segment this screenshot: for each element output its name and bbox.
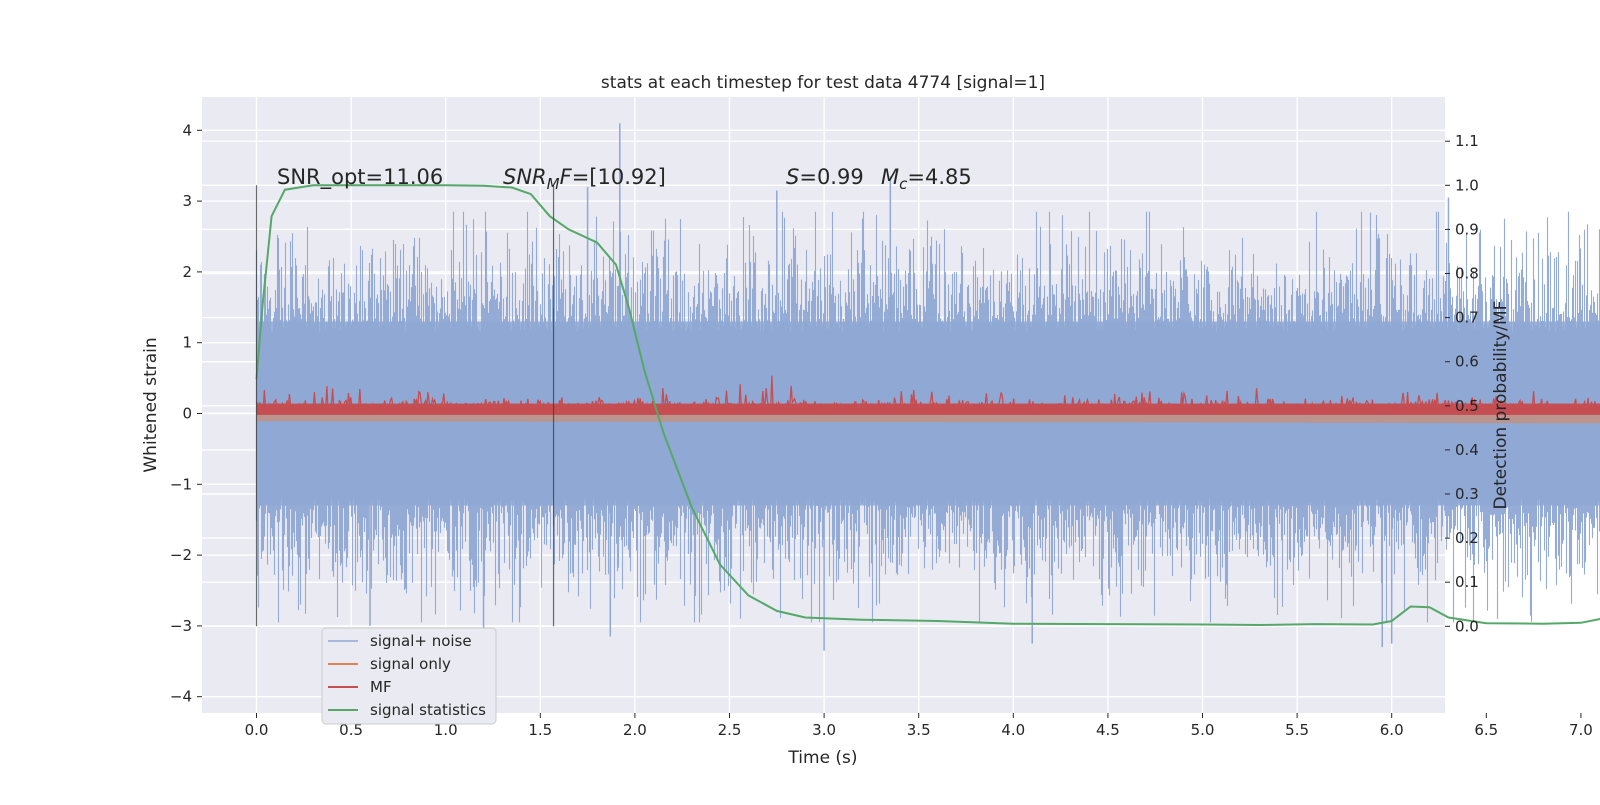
snr-opt-annotation: SNR_opt=11.06 bbox=[277, 165, 443, 190]
x-tick-label: 4.5 bbox=[1096, 721, 1120, 739]
y2-tick-label: 0.9 bbox=[1455, 220, 1479, 238]
snr-mf-f: F bbox=[560, 165, 573, 189]
y2-tick-label: 0.3 bbox=[1455, 485, 1479, 503]
y2-tick-label: 0.8 bbox=[1455, 265, 1479, 283]
y-tick-label: −4 bbox=[170, 688, 192, 706]
y2-tick-label: 0.1 bbox=[1455, 573, 1479, 591]
y-tick-label: 2 bbox=[182, 263, 192, 281]
x-tick-label: 6.5 bbox=[1474, 721, 1498, 739]
x-tick-label: 7.0 bbox=[1569, 721, 1593, 739]
y-tick-label: 1 bbox=[182, 334, 192, 352]
y-axis-label: Whitened strain bbox=[141, 337, 161, 472]
legend-label: MF bbox=[370, 678, 392, 696]
y-tick-label: −2 bbox=[170, 546, 192, 564]
y-tick-label: −1 bbox=[170, 475, 192, 493]
y2-tick-label: 1.1 bbox=[1455, 132, 1479, 150]
x-tick-label: 5.5 bbox=[1285, 721, 1309, 739]
y2-tick-label: 0.7 bbox=[1455, 309, 1479, 327]
y2-tick-label: 0.6 bbox=[1455, 353, 1479, 371]
legend-label: signal+ noise bbox=[370, 632, 472, 650]
y-tick-label: −3 bbox=[170, 617, 192, 635]
y2-tick-label: 0.4 bbox=[1455, 441, 1479, 459]
mc-symbol: M bbox=[881, 165, 899, 189]
x-tick-label: 6.0 bbox=[1380, 721, 1404, 739]
y2-tick-label: 0.0 bbox=[1455, 617, 1479, 635]
x-tick-label: 0.0 bbox=[245, 721, 269, 739]
x-tick-label: 5.0 bbox=[1191, 721, 1215, 739]
x-tick-label: 1.5 bbox=[528, 721, 552, 739]
chart-title: stats at each timestep for test data 477… bbox=[601, 73, 1045, 93]
y-tick-label: 3 bbox=[182, 192, 192, 210]
legend-label: signal statistics bbox=[370, 701, 486, 719]
mc-annotation: Mc=4.85 bbox=[881, 165, 972, 193]
x-tick-label: 3.0 bbox=[812, 721, 836, 739]
x-tick-label: 2.0 bbox=[623, 721, 647, 739]
snr-mf-subscript: M bbox=[547, 175, 560, 193]
x-tick-label: 3.5 bbox=[907, 721, 931, 739]
legend: signal+ noise signal only MF signal statist… bbox=[322, 628, 496, 724]
y2-tick-label: 0.2 bbox=[1455, 529, 1479, 547]
y2-tick-label: 1.0 bbox=[1455, 176, 1479, 194]
y-tick-label: 0 bbox=[182, 405, 192, 423]
mc-value: =4.85 bbox=[907, 165, 971, 189]
snr-mf-annotation: SNRMF=[10.92] bbox=[503, 165, 666, 193]
snr-mf-value: =[10.92] bbox=[572, 165, 666, 189]
x-tick-label: 4.0 bbox=[1001, 721, 1025, 739]
x-tick-label: 2.5 bbox=[718, 721, 742, 739]
s-annotation: S=0.99 bbox=[786, 165, 864, 189]
y2-axis-label: Detection probability/MF bbox=[1491, 301, 1511, 510]
snr-mf-symbol: SNR bbox=[503, 165, 547, 189]
s-symbol: S bbox=[786, 165, 799, 189]
legend-label: signal only bbox=[370, 655, 451, 673]
s-value: =0.99 bbox=[799, 165, 863, 189]
x-axis-label: Time (s) bbox=[787, 748, 857, 768]
y-tick-label: 4 bbox=[182, 121, 192, 139]
y2-tick-label: 0.5 bbox=[1455, 397, 1479, 415]
